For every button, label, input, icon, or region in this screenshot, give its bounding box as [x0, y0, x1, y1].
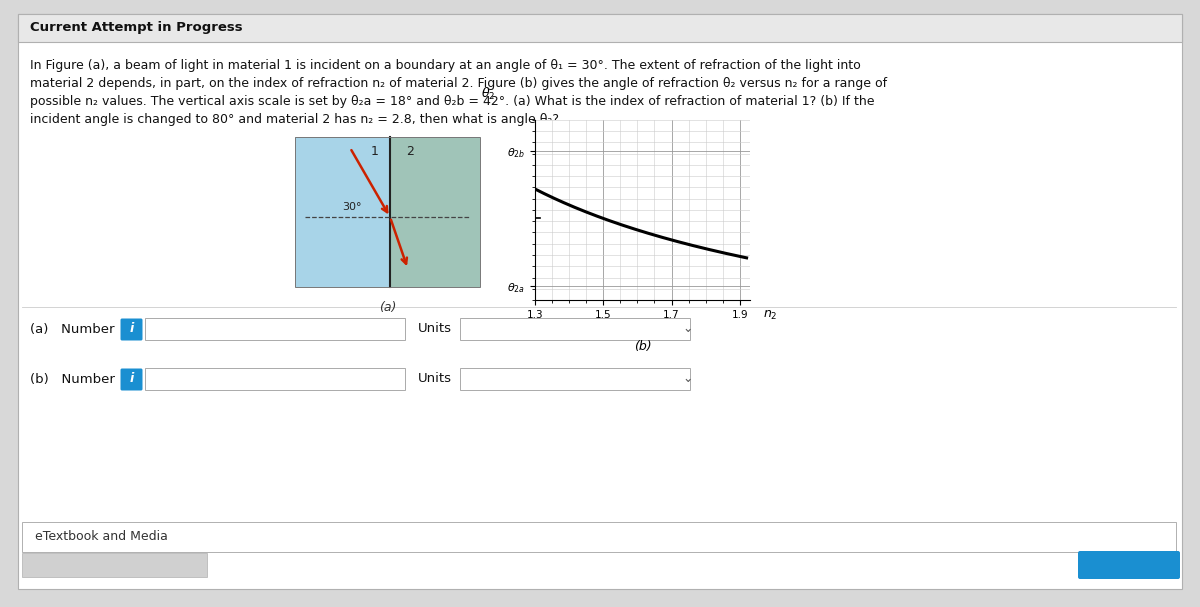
Text: (b)   Number: (b) Number [30, 373, 115, 385]
Text: 30°: 30° [342, 202, 361, 212]
Text: (b): (b) [634, 339, 652, 353]
Text: eTextbook and Media: eTextbook and Media [35, 531, 168, 543]
Bar [390, 137, 480, 287]
Text: possible n₂ values. The vertical axis scale is set by θ₂a = 18° and θ₂b = 42°. (: possible n₂ values. The vertical axis sc… [30, 95, 875, 108]
Bar [295, 137, 480, 287]
Text: 2: 2 [406, 145, 414, 158]
Text: ⌄: ⌄ [682, 373, 692, 385]
Text: Units: Units [418, 322, 452, 336]
Text: $n_2$: $n_2$ [763, 309, 778, 322]
Text: i: i [130, 373, 133, 385]
Bar [295, 137, 390, 287]
FancyBboxPatch shape [120, 368, 143, 390]
FancyBboxPatch shape [120, 319, 143, 341]
Text: In Figure (a), a beam of light in material 1 is incident on a boundary at an ang: In Figure (a), a beam of light in materi… [30, 59, 860, 72]
Text: incident angle is changed to 80° and material 2 has n₂ = 2.8, then what is angle: incident angle is changed to 80° and mat… [30, 113, 559, 126]
Bar [145, 368, 406, 390]
Bar [460, 318, 690, 340]
Text: 1: 1 [371, 145, 379, 158]
Text: Current Attempt in Progress: Current Attempt in Progress [30, 21, 242, 35]
Text: (a): (a) [379, 301, 396, 314]
Bar [145, 318, 406, 340]
Bar [22, 553, 208, 577]
FancyBboxPatch shape [1078, 551, 1180, 579]
Text: (a)   Number: (a) Number [30, 322, 114, 336]
Text: Units: Units [418, 373, 452, 385]
Text: i: i [130, 322, 133, 336]
Text: $\theta_2$: $\theta_2$ [480, 86, 494, 102]
Bar [460, 368, 690, 390]
Bar [18, 14, 1182, 42]
Bar [22, 522, 1176, 552]
Text: ⌄: ⌄ [682, 322, 692, 336]
Text: material 2 depends, in part, on the index of refraction n₂ of material 2. Figure: material 2 depends, in part, on the inde… [30, 77, 887, 90]
